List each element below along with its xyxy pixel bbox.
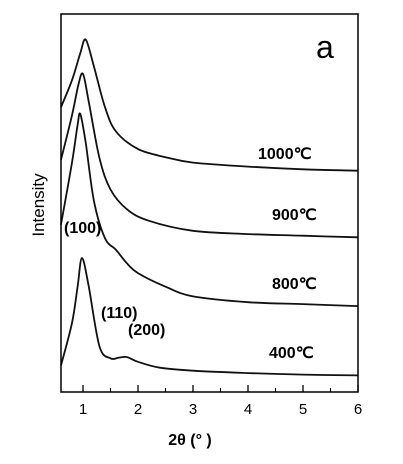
plot-frame	[60, 13, 359, 393]
panel-label: a	[316, 29, 334, 65]
x-tick-label: 1	[79, 401, 87, 418]
peak-label-200: (200)	[128, 322, 165, 339]
series-label-400: 400℃	[269, 345, 314, 362]
x-axis-title: 2θ (° )	[168, 432, 212, 449]
y-axis-title: Intensity	[29, 173, 48, 237]
x-tick-label: 3	[189, 401, 197, 418]
series-label-900: 900℃	[272, 207, 317, 224]
series-line	[60, 38, 359, 172]
x-axis-ticks: 1 2 3 4 5 6	[79, 385, 362, 418]
series-label-1000: 1000℃	[258, 146, 312, 163]
x-tick-label: 2	[134, 401, 142, 418]
series-line	[60, 72, 359, 239]
series-label-800: 800℃	[272, 276, 317, 293]
x-tick-label: 4	[244, 401, 252, 418]
x-tick-label: 5	[299, 401, 307, 418]
series-curves	[60, 38, 359, 377]
x-tick-label: 6	[354, 401, 362, 418]
peak-label-110: (110)	[101, 305, 137, 322]
series-line	[60, 257, 359, 377]
peak-label-100: (100)	[64, 220, 101, 237]
series-line	[60, 112, 359, 307]
